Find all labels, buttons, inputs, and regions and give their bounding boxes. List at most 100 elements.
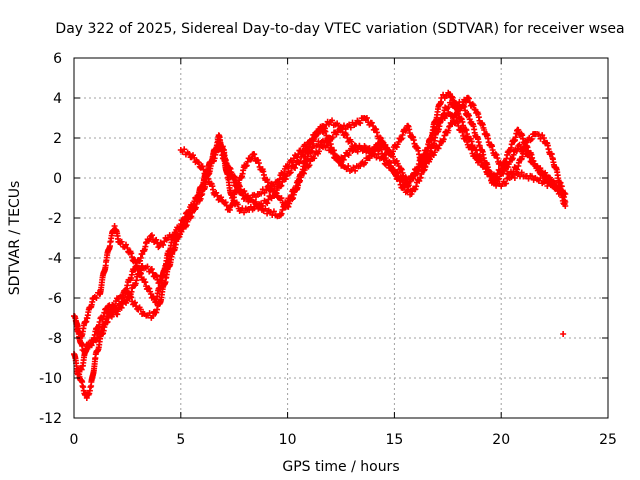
data-point [213,189,220,196]
data-point [443,92,450,99]
data-point [146,285,153,292]
data-point [295,151,302,157]
data-point [465,95,472,102]
data-point [427,156,433,163]
axis-ticks [73,57,609,419]
grid-lines [74,58,608,418]
data-point [324,142,331,149]
y-tick-labels: -12 -10 -8 -6 -4 -2 0 2 4 6 [39,51,62,427]
data-point [306,162,313,169]
data-point [195,159,202,166]
data-point [537,175,544,182]
data-point [252,198,259,205]
x-tick-label: 10 [279,432,297,448]
data-point [173,235,180,241]
data-point [317,127,324,134]
data-point [155,280,162,287]
y-tick-label: 4 [53,91,62,107]
data-point [410,175,417,182]
data-point [118,304,125,311]
data-point [528,135,535,142]
data-point [287,169,294,176]
data-point [363,114,370,121]
data-point [243,193,250,200]
data-point [329,134,336,141]
data-point [137,306,144,313]
data-point [144,263,151,270]
y-tick-label: -2 [48,211,62,227]
data-point [435,145,442,152]
data-point [311,155,318,162]
data-point [375,151,382,158]
data-point [273,190,280,197]
data-point [414,170,421,177]
data-point [511,174,518,181]
y-tick-label: -8 [48,331,62,347]
data-point [264,200,271,207]
data-point [118,238,125,245]
data-point [537,165,544,172]
data-point [329,147,336,154]
data-point [309,136,316,143]
data-point [319,137,326,144]
data-point [544,182,551,189]
data-point [562,191,569,197]
data-point [142,279,149,286]
data-point [357,120,364,127]
data-point [234,201,241,208]
data-point [218,194,225,201]
data-point [131,299,138,306]
data-point [262,205,269,212]
data-point [154,306,161,313]
data-point [181,146,188,153]
data-point [377,142,384,149]
data-point [160,241,167,248]
data-point [342,126,349,133]
data-point [200,166,207,173]
data-point [303,143,310,150]
data-point [191,154,198,161]
data-point [152,272,159,279]
data-point [389,153,396,160]
data-point [436,142,443,149]
data-point [222,199,229,206]
data-points [71,89,569,401]
y-tick-label: 2 [53,131,62,147]
data-point [366,155,373,162]
x-tick-label: 0 [70,432,79,448]
data-point [264,210,271,217]
data-point [289,159,296,166]
data-point [340,156,347,163]
data-point [343,131,350,138]
series-3 [71,94,569,378]
data-point [329,117,336,124]
data-point [384,160,391,167]
data-point [146,310,153,317]
data-point [93,337,100,344]
y-tick-label: -10 [39,371,62,387]
data-point [368,119,375,126]
data-point [343,166,350,173]
data-point [148,266,155,273]
data-point [345,152,352,159]
data-point [299,147,306,154]
data-point [292,164,299,171]
data-point [518,169,525,176]
data-point [380,156,387,163]
data-point [281,169,288,176]
data-point [562,199,569,205]
data-point [470,102,477,109]
data-point [366,145,373,152]
chart-title: Day 322 of 2025, Sidereal Day-to-day VTE… [55,21,624,37]
data-point [528,173,535,180]
data-point [350,164,357,171]
data-point [542,169,549,176]
data-point [321,125,328,132]
data-point [239,188,246,195]
data-point [415,167,422,174]
data-point [380,139,387,146]
data-point [516,141,523,148]
data-point [278,182,285,189]
data-point [315,148,322,155]
